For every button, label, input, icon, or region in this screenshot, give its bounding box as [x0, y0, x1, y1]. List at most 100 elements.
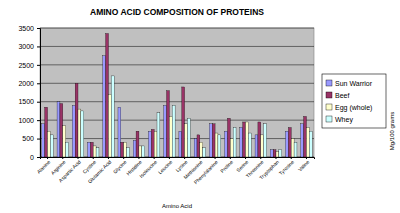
y-tick-mark — [37, 120, 40, 121]
bar — [63, 126, 66, 157]
bar — [111, 76, 114, 157]
bar — [218, 135, 221, 157]
bar-series — [42, 56, 304, 157]
y-tick-mark — [37, 83, 40, 84]
x-tick: Tryptophan — [258, 157, 280, 181]
bar — [276, 151, 279, 157]
y-tick-mark — [37, 65, 40, 66]
grid-line — [40, 101, 314, 102]
bar — [194, 139, 197, 157]
bar — [203, 148, 206, 157]
bar — [164, 105, 167, 157]
bar — [151, 129, 154, 157]
y-tick-label: 1000 — [18, 117, 34, 124]
grid — [40, 28, 314, 157]
bar — [248, 133, 251, 157]
bar — [185, 124, 188, 157]
legend-label: Sun Warrior — [335, 80, 373, 87]
x-tick-label: Tyrosine — [278, 159, 296, 177]
bar — [167, 91, 170, 157]
x-tick: Phenylalanine — [193, 157, 220, 185]
bar — [88, 142, 91, 157]
plot: 0500100015002000250030003500AlanineArgin… — [18, 25, 314, 185]
x-tick: Leucine — [157, 157, 174, 175]
x-tick: Valine — [297, 157, 311, 173]
bars — [42, 34, 312, 157]
bar-series — [50, 76, 312, 157]
x-tick-label: Glutamic Acid — [87, 159, 113, 185]
y-tick-label: 3000 — [18, 43, 34, 50]
bar — [200, 142, 203, 157]
bar — [136, 131, 139, 157]
bar — [169, 116, 172, 157]
bar-series — [48, 94, 310, 157]
bar — [227, 118, 230, 157]
bar — [121, 142, 124, 157]
bar — [75, 83, 78, 157]
bar — [197, 135, 200, 157]
y-axis-title: Mg/100 grams — [389, 112, 395, 150]
bar — [261, 135, 264, 157]
x-tick: Tyrosine — [278, 157, 296, 176]
x-tick-label: Aspartic Acid — [57, 159, 82, 184]
bar — [57, 102, 60, 157]
bar — [103, 56, 106, 157]
bar — [78, 109, 81, 157]
bar — [42, 124, 45, 157]
bar — [93, 146, 96, 157]
legend-swatch — [326, 116, 332, 122]
bar — [255, 135, 258, 157]
y-tick-mark — [37, 102, 40, 103]
bar — [212, 124, 215, 157]
grid-line — [40, 83, 314, 84]
x-tick-label: Valine — [297, 159, 311, 173]
bar — [81, 111, 84, 157]
bar — [230, 139, 233, 157]
y-tick: 3000 — [18, 43, 40, 50]
plot-area — [40, 28, 314, 157]
bar — [233, 128, 236, 157]
y-tick-mark — [37, 139, 40, 140]
x-axis-line — [41, 158, 315, 160]
bar — [246, 122, 249, 157]
bar — [240, 128, 243, 157]
bar — [48, 131, 51, 157]
x-tick-label: Tryptophan — [258, 159, 280, 181]
bar — [309, 131, 312, 157]
bar — [301, 124, 304, 157]
bar — [179, 131, 182, 157]
y-tick: 2000 — [18, 80, 40, 87]
bar — [66, 142, 69, 157]
bar — [270, 150, 273, 157]
bar — [258, 122, 261, 157]
y-tick-mark — [37, 157, 40, 158]
bar — [288, 128, 291, 157]
bar — [286, 131, 289, 157]
y-tick: 500 — [22, 135, 40, 142]
legend-label: Whey — [335, 116, 353, 124]
bar — [182, 87, 185, 157]
x-tick-label: Leucine — [157, 159, 174, 176]
y-tick: 1000 — [18, 117, 40, 124]
x-axis: AlanineArginineAspartic AcidCystineGluta… — [35, 157, 314, 185]
bar — [294, 142, 297, 157]
bar — [108, 94, 111, 157]
bar-series — [45, 34, 307, 157]
x-tick-label: Isoleucine — [138, 159, 158, 179]
y-tick: 0 — [30, 154, 40, 161]
y-tick-label: 0 — [30, 154, 34, 161]
bar — [187, 118, 190, 157]
chart: AMINO ACID COMPOSITION OF PROTEINS050010… — [0, 0, 400, 213]
legend: Sun WarriorBeefEgg (whole)Whey — [322, 74, 386, 128]
y-axis-line — [37, 29, 41, 158]
bar — [124, 142, 127, 157]
bar — [133, 140, 136, 157]
bar — [90, 142, 93, 157]
legend-box — [322, 74, 386, 128]
y-tick-mark — [37, 28, 40, 29]
bar — [306, 128, 309, 157]
bar — [154, 131, 157, 157]
y-tick: 3500 — [18, 25, 40, 32]
y-tick-label: 500 — [22, 135, 34, 142]
bar — [264, 124, 267, 157]
